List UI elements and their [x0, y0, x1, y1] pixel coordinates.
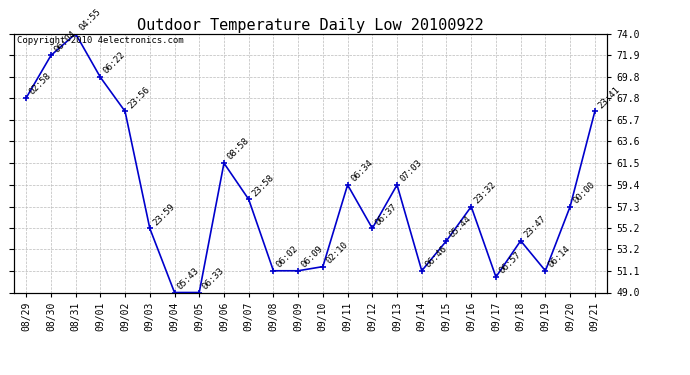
Text: 23:59: 23:59 [151, 202, 177, 227]
Text: 08:58: 08:58 [226, 136, 250, 162]
Title: Outdoor Temperature Daily Low 20100922: Outdoor Temperature Daily Low 20100922 [137, 18, 484, 33]
Text: 04:55: 04:55 [77, 7, 102, 32]
Text: 02:58: 02:58 [28, 71, 53, 96]
Text: 06:57: 06:57 [497, 250, 523, 276]
Text: 23:41: 23:41 [596, 85, 622, 110]
Text: 05:43: 05:43 [176, 266, 201, 291]
Text: 02:10: 02:10 [324, 240, 350, 265]
Text: 23:56: 23:56 [126, 85, 152, 110]
Text: 23:47: 23:47 [522, 214, 547, 239]
Text: 07:03: 07:03 [398, 158, 424, 183]
Text: 23:58: 23:58 [250, 172, 275, 198]
Text: 06:46: 06:46 [423, 244, 448, 269]
Text: 06:22: 06:22 [101, 51, 127, 76]
Text: 06:14: 06:14 [546, 244, 572, 269]
Text: 23:32: 23:32 [473, 180, 498, 205]
Text: 06:02: 06:02 [275, 244, 300, 269]
Text: 05:44: 05:44 [448, 214, 473, 239]
Text: 06:37: 06:37 [374, 202, 399, 227]
Text: 00:00: 00:00 [571, 180, 597, 205]
Text: Copyright 2010 4electronics.com: Copyright 2010 4electronics.com [17, 36, 184, 45]
Text: 06:33: 06:33 [201, 266, 226, 291]
Text: 06:04: 06:04 [52, 29, 78, 54]
Text: 06:34: 06:34 [349, 158, 375, 183]
Text: 06:09: 06:09 [299, 244, 325, 269]
